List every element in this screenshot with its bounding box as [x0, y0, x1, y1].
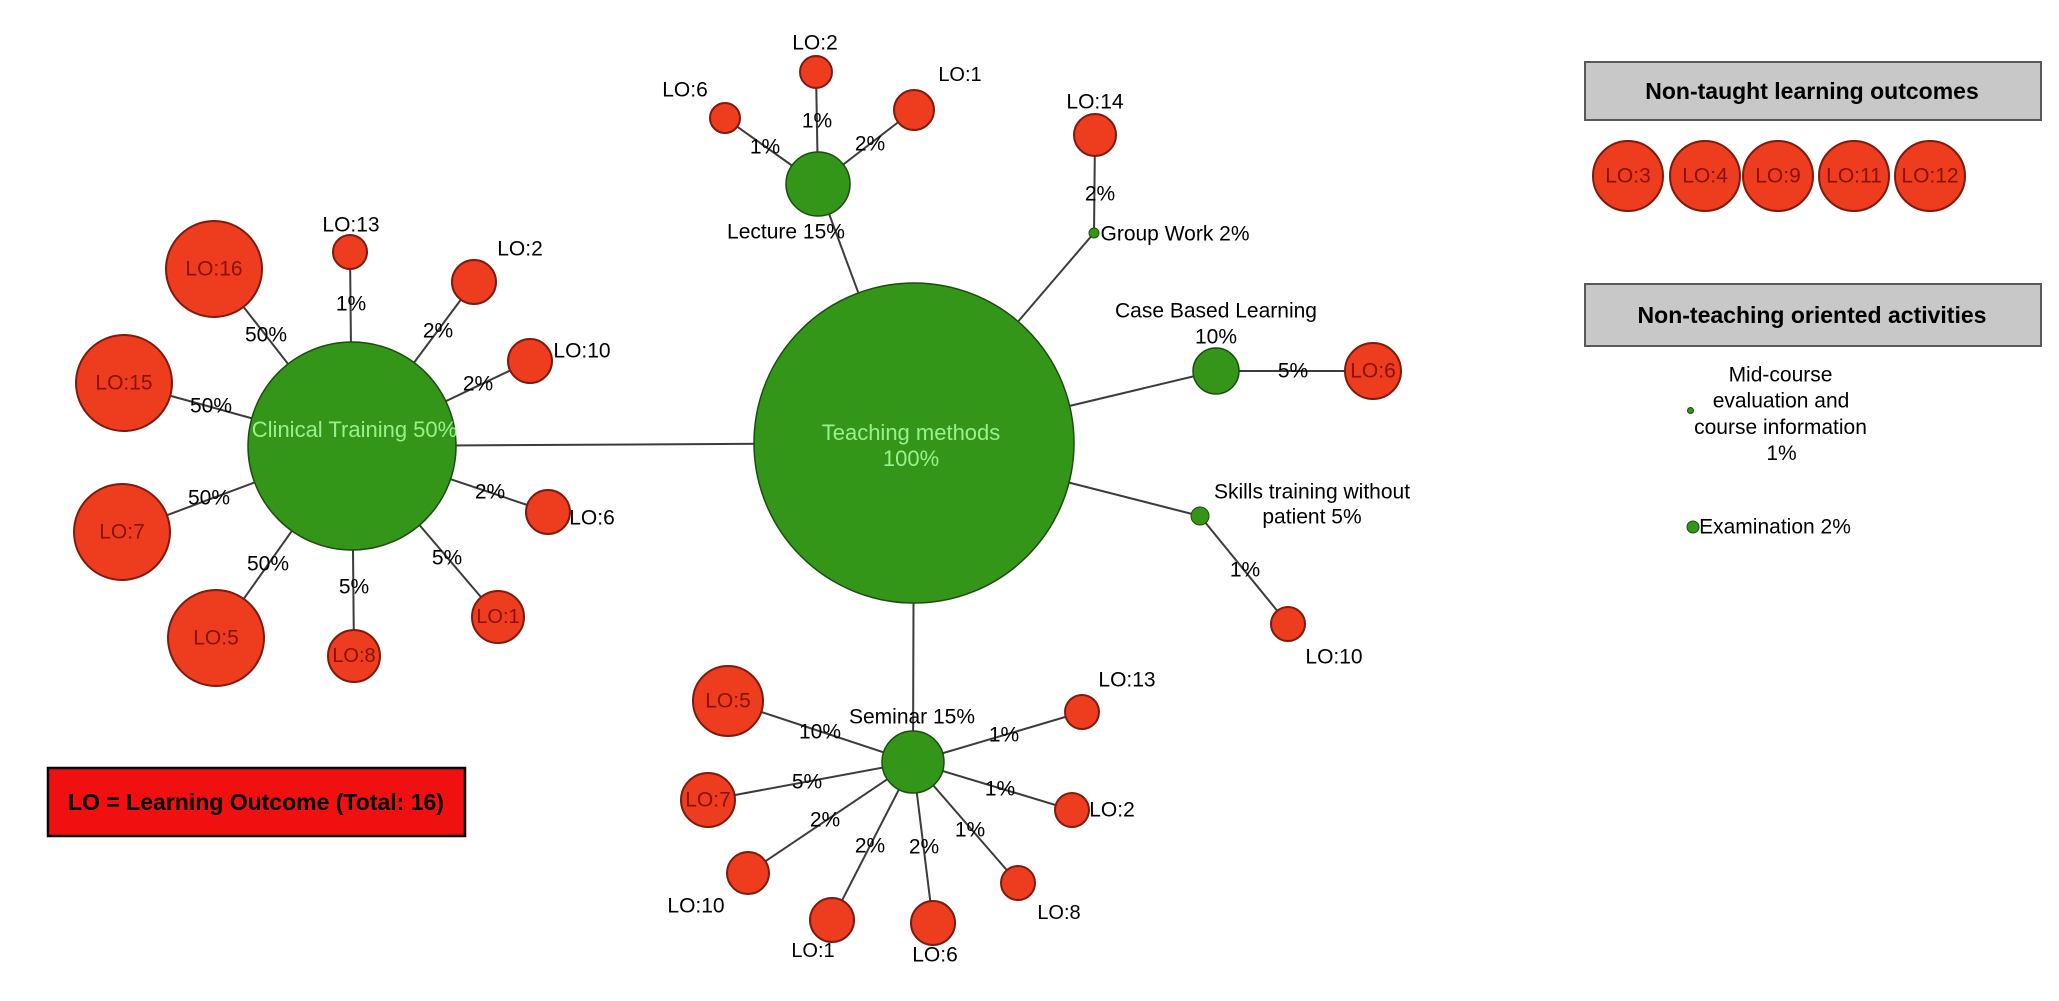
svg-text:LO:13: LO:13 — [1098, 669, 1155, 692]
svg-text:Skills training without: Skills training without — [1214, 481, 1410, 504]
svg-text:Non-taught learning outcomes: Non-taught learning outcomes — [1645, 78, 1979, 104]
svg-text:1%: 1% — [985, 778, 1015, 801]
svg-text:LO:15: LO:15 — [95, 372, 152, 395]
svg-text:LO:7: LO:7 — [685, 789, 731, 812]
svg-text:5%: 5% — [1278, 360, 1308, 383]
svg-text:LO:6: LO:6 — [569, 507, 615, 530]
svg-text:LO = Learning Outcome (Total:: LO = Learning Outcome (Total: 16) — [68, 789, 444, 815]
svg-text:LO:2: LO:2 — [1089, 799, 1135, 822]
svg-text:10%: 10% — [1195, 326, 1237, 349]
svg-text:1%: 1% — [1230, 559, 1260, 582]
svg-text:LO:1: LO:1 — [938, 64, 981, 86]
svg-text:2%: 2% — [423, 320, 453, 343]
svg-text:LO:14: LO:14 — [1066, 91, 1124, 114]
svg-text:1%: 1% — [1766, 442, 1796, 465]
svg-text:LO:8: LO:8 — [1037, 902, 1080, 924]
svg-text:LO:12: LO:12 — [1901, 165, 1958, 188]
svg-text:Non-teaching oriented activiti: Non-teaching oriented activities — [1638, 302, 1987, 328]
svg-text:2%: 2% — [463, 373, 493, 396]
svg-text:LO:2: LO:2 — [792, 32, 838, 55]
svg-text:LO:2: LO:2 — [497, 238, 543, 261]
svg-text:1%: 1% — [750, 136, 780, 159]
svg-text:Seminar 15%: Seminar 15% — [849, 706, 975, 729]
svg-text:50%: 50% — [245, 324, 287, 347]
svg-text:Group Work 2%: Group Work 2% — [1101, 223, 1250, 246]
svg-text:LO:3: LO:3 — [1605, 165, 1651, 188]
svg-text:2%: 2% — [909, 836, 939, 859]
svg-text:LO:9: LO:9 — [1755, 165, 1801, 188]
svg-text:2%: 2% — [855, 835, 885, 858]
svg-text:5%: 5% — [339, 576, 369, 599]
svg-text:LO:6: LO:6 — [912, 944, 958, 967]
svg-text:1%: 1% — [955, 819, 985, 842]
svg-text:Examination 2%: Examination 2% — [1699, 516, 1851, 539]
svg-text:LO:6: LO:6 — [662, 79, 708, 102]
svg-text:patient 5%: patient 5% — [1262, 506, 1361, 529]
svg-text:LO:1: LO:1 — [476, 606, 519, 628]
svg-text:50%: 50% — [188, 487, 230, 510]
svg-text:2%: 2% — [1085, 183, 1115, 206]
svg-text:LO:5: LO:5 — [705, 690, 751, 713]
svg-text:10%: 10% — [799, 721, 841, 744]
svg-text:LO:16: LO:16 — [185, 258, 242, 281]
svg-text:Teaching methods: Teaching methods — [822, 420, 1001, 445]
svg-text:1%: 1% — [989, 724, 1019, 747]
svg-text:LO:4: LO:4 — [1682, 165, 1728, 188]
svg-text:Mid-course: Mid-course — [1729, 364, 1833, 387]
svg-text:2%: 2% — [855, 133, 885, 156]
svg-text:2%: 2% — [475, 481, 505, 504]
svg-text:LO:10: LO:10 — [553, 340, 610, 363]
svg-text:LO:6: LO:6 — [1350, 360, 1396, 383]
svg-text:100%: 100% — [883, 446, 939, 471]
svg-text:evaluation and: evaluation and — [1713, 390, 1850, 413]
svg-text:1%: 1% — [802, 110, 832, 133]
svg-text:Clinical Training 50%: Clinical Training 50% — [252, 417, 457, 442]
svg-text:Lecture 15%: Lecture 15% — [727, 221, 845, 244]
svg-text:LO:10: LO:10 — [667, 895, 724, 918]
svg-text:LO:7: LO:7 — [99, 521, 145, 544]
svg-text:50%: 50% — [190, 395, 232, 418]
svg-text:Case Based Learning: Case Based Learning — [1115, 300, 1317, 323]
svg-text:1%: 1% — [336, 293, 366, 316]
svg-text:LO:10: LO:10 — [1305, 646, 1362, 669]
svg-text:50%: 50% — [247, 553, 289, 576]
svg-text:2%: 2% — [810, 809, 840, 832]
svg-text:LO:5: LO:5 — [193, 627, 239, 650]
svg-text:course information: course information — [1694, 416, 1867, 439]
svg-text:5%: 5% — [792, 771, 822, 794]
svg-text:5%: 5% — [432, 547, 462, 570]
svg-text:LO:13: LO:13 — [322, 214, 379, 237]
svg-text:LO:1: LO:1 — [791, 940, 834, 962]
svg-text:LO:8: LO:8 — [332, 645, 375, 667]
svg-text:LO:11: LO:11 — [1826, 165, 1882, 188]
